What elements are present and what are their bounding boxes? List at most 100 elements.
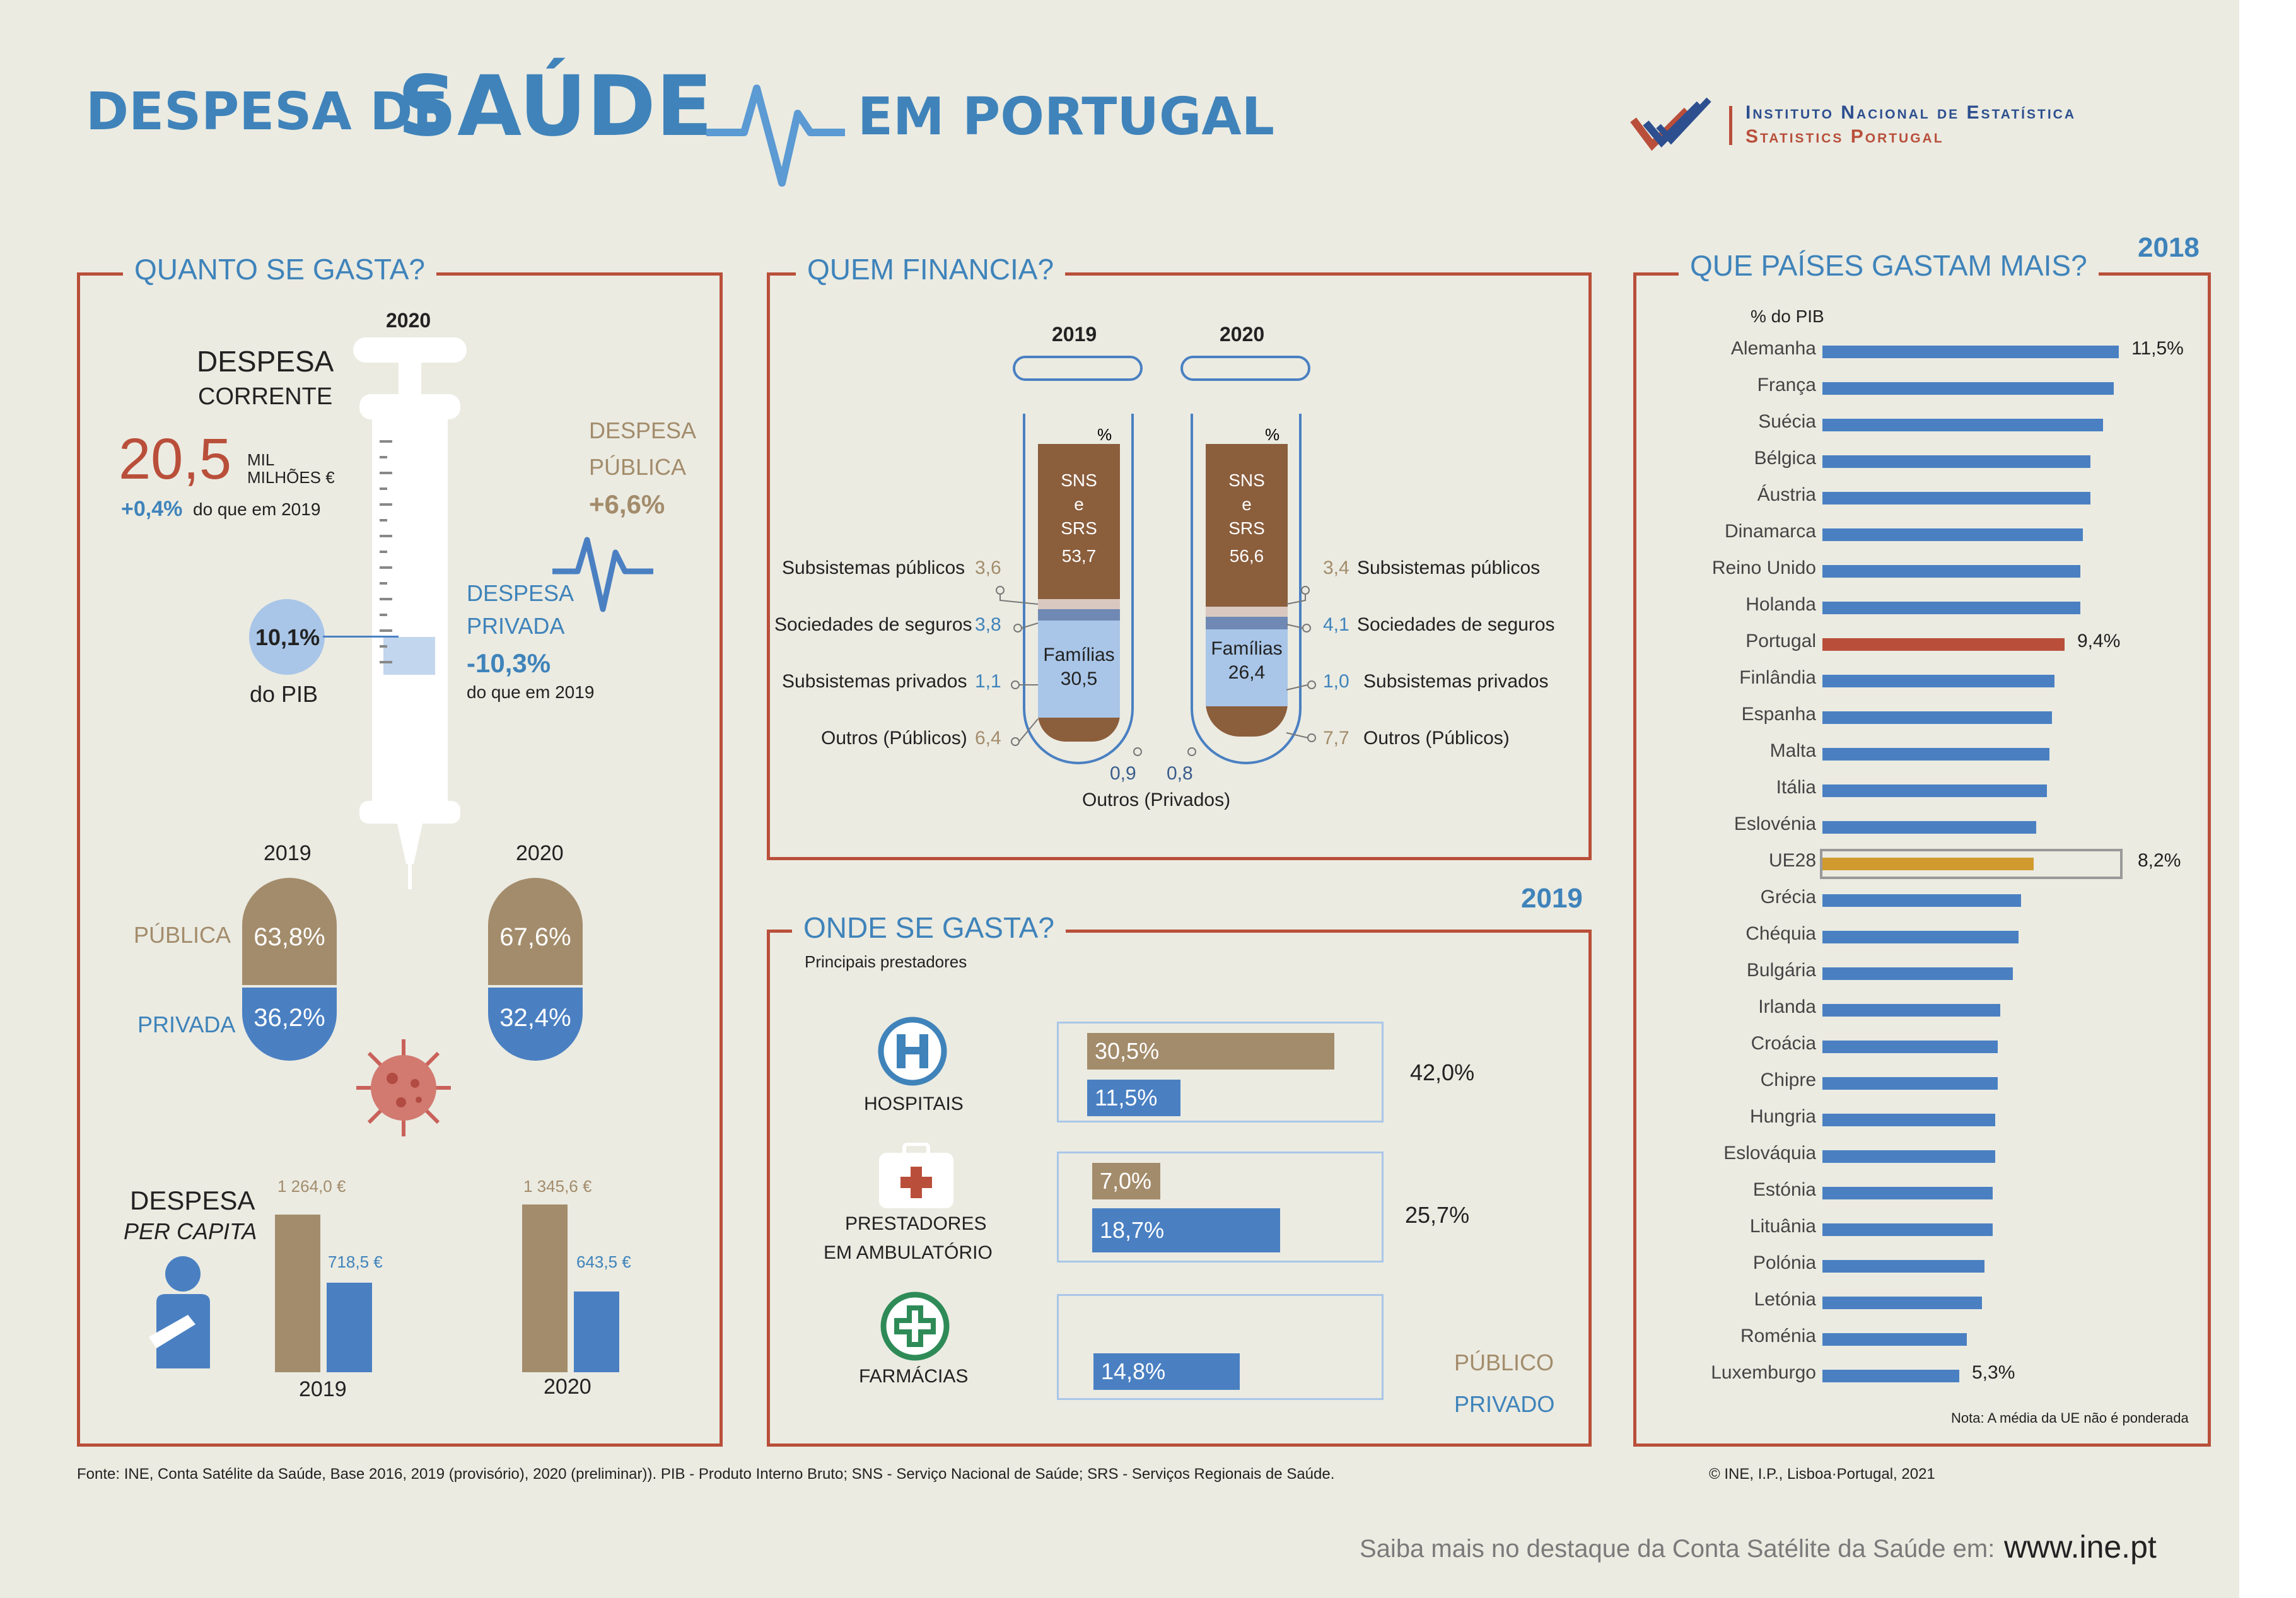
country-label: Itália <box>1776 777 1816 798</box>
privada-label2: PRIVADA <box>467 613 565 639</box>
tube-2020-sns-line2: e <box>1242 494 1252 514</box>
tube-2019-soc <box>1038 609 1120 621</box>
tube-2019-subpub <box>1038 599 1120 609</box>
country-label: Croácia <box>1751 1033 1816 1054</box>
tube-2020-soc <box>1206 617 1288 629</box>
pill-year-2019: 2019 <box>264 841 312 865</box>
country-bar <box>1822 784 2047 797</box>
tube-2020-fam-value: 26,4 <box>1228 662 1266 683</box>
hospital-icon <box>878 1017 947 1086</box>
pc-2020-priv-bar <box>574 1292 619 1372</box>
pill-2020: 67,6% 32,4% <box>488 878 583 1061</box>
country-value-label: 5,3% <box>1972 1362 2015 1383</box>
tube-2019-sns-line3: SRS <box>1061 518 1097 538</box>
despesa-corrente-label: DESPESA <box>197 345 334 378</box>
country-bar <box>1822 1004 2000 1017</box>
country-bar <box>1822 967 2013 980</box>
pib-value: 10,1% <box>255 624 320 650</box>
outros-pub-2019: 6,4 <box>975 728 1001 749</box>
country-label: Grécia <box>1760 887 1816 907</box>
farmacias-label: FARMÁCIAS <box>859 1366 969 1387</box>
paises-chart: Alemanha 11,5% França Suécia Bélgica Áustria D… <box>1652 338 2207 1400</box>
outros-pub-label-right: Outros (Públicos) <box>1363 728 1510 749</box>
country-bar <box>1822 711 2052 724</box>
sub-pub-label-left: Subsistemas públicos <box>782 557 965 578</box>
pill-2019-privada: 36,2% <box>242 985 337 1061</box>
title-part1: DESPESA DE <box>86 82 448 142</box>
tube-2019 <box>1023 414 1134 764</box>
country-label: Chéquia <box>1745 923 1816 944</box>
country-value-label: 9,4% <box>2077 631 2121 651</box>
quem-leader-lines <box>996 586 1316 756</box>
sub-priv-label-right: Subsistemas privados <box>1363 671 1549 692</box>
privada-label1: DESPESA <box>467 580 574 606</box>
country-label: Luxemburgo <box>1711 1362 1816 1383</box>
country-value-label: 8,2% <box>2138 850 2181 871</box>
country-bar <box>1822 1187 1993 1199</box>
soc-2019: 3,8 <box>975 614 1001 635</box>
country-bar <box>1822 1297 1982 1309</box>
tube-2019-cap <box>1013 356 1143 381</box>
despesa-unit2: MILHÕES € <box>247 468 335 487</box>
outros-priv-2020: 0,8 <box>1167 763 1193 784</box>
country-label: Dinamarca <box>1724 521 1816 542</box>
country-label: Eslováquia <box>1723 1143 1816 1164</box>
hosp-box <box>1057 1022 1384 1123</box>
publica-label2: PÚBLICA <box>589 454 687 480</box>
pib-connector <box>323 636 399 638</box>
hosp-total: 42,0% <box>1410 1059 1475 1085</box>
ambulatorio-label2: EM AMBULATÓRIO <box>824 1242 993 1263</box>
tube-2019-fam: Famílias 30,5 <box>1038 621 1120 714</box>
tube-2020-pct: % <box>1265 425 1280 444</box>
country-bar <box>1822 1041 1998 1053</box>
country-bar <box>1822 1077 1998 1090</box>
onde-subheading: Principais prestadores <box>805 952 967 971</box>
amb-total: 25,7% <box>1405 1202 1470 1228</box>
outros-priv-label: Outros (Privados) <box>1082 790 1231 810</box>
ine-logo-icon <box>1630 97 1711 151</box>
country-bar <box>1822 931 2019 943</box>
country-bar <box>1822 1370 1959 1382</box>
country-value-label: 11,5% <box>2131 338 2184 359</box>
country-bar <box>1822 419 2103 431</box>
hosp-priv-bar: 11,5% <box>1087 1080 1180 1116</box>
country-label: Eslovénia <box>1734 814 1816 834</box>
tube-2020-sns-line1: SNS <box>1228 470 1265 490</box>
footer-url[interactable]: www.ine.pt <box>2004 1529 2157 1565</box>
country-label: Suécia <box>1758 411 1816 432</box>
org-name: Instituto Nacional de Estatística <box>1745 102 2077 123</box>
paises-heading: QUE PAÍSES GASTAM MAIS? <box>1679 248 2099 283</box>
country-bar <box>1822 894 2021 907</box>
country-bar <box>1822 1333 1967 1346</box>
country-label: Reino Unido <box>1711 557 1816 578</box>
ambulatorio-label1: PRESTADORES <box>845 1213 987 1234</box>
country-label: Malta <box>1769 740 1816 761</box>
hospitais-label: HOSPITAIS <box>864 1094 964 1114</box>
pc-2020-pub-label: 1 345,6 € <box>523 1177 592 1196</box>
tube-2020-fam: Famílias 26,4 <box>1206 629 1288 703</box>
tube-2019-pct: % <box>1097 425 1112 444</box>
soc-label-left: Sociedades de seguros <box>774 614 972 635</box>
eu-highlight-box <box>1820 849 2123 879</box>
sub-pub-label-right: Subsistemas públicos <box>1357 557 1541 578</box>
paises-note: Nota: A média da UE não é ponderada <box>1951 1410 2189 1426</box>
tube-2019-fam-label: Famílias <box>1043 644 1115 665</box>
outros-pub-label-left: Outros (Públicos) <box>821 728 967 749</box>
country-bar <box>1822 1260 1984 1273</box>
person-icon <box>149 1256 210 1368</box>
pill-privada-label: PRIVADA <box>137 1012 236 1037</box>
pc-year-2020: 2020 <box>544 1375 591 1399</box>
footer-copyright: © INE, I.P., Lisboa·Portugal, 2021 <box>1709 1466 1935 1483</box>
sub-priv-2019: 1,1 <box>975 671 1001 692</box>
pulse-icon <box>552 537 653 612</box>
onde-panel <box>767 930 1592 1447</box>
sub-pub-2019: 3,6 <box>975 557 1001 578</box>
farm-box <box>1057 1294 1384 1400</box>
country-bar <box>1822 455 2090 468</box>
tube-2019-sns-value: 53,7 <box>1061 546 1097 566</box>
despesa-unit1: MIL <box>247 450 275 469</box>
country-label: Lituânia <box>1749 1216 1816 1237</box>
country-bar <box>1822 748 2049 761</box>
country-label: Bulgária <box>1746 960 1816 981</box>
tube-2020-sns-value: 56,6 <box>1229 546 1264 566</box>
